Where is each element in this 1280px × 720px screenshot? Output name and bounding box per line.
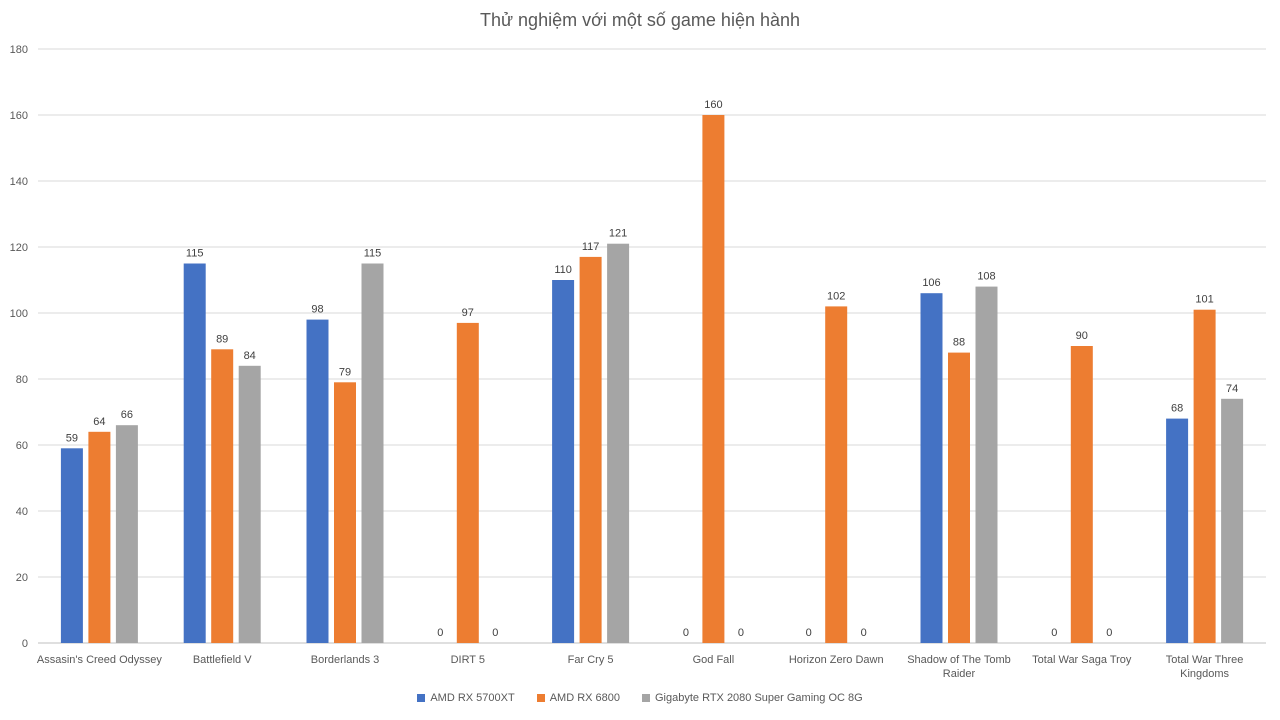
data-label: 108 bbox=[977, 271, 995, 283]
bar bbox=[238, 365, 261, 643]
legend-item: AMD RX 5700XT bbox=[417, 692, 515, 704]
y-tick-label: 60 bbox=[16, 440, 28, 452]
legend-swatch bbox=[536, 694, 545, 702]
legend: AMD RX 5700XT AMD RX 6800 Gigabyte RTX 208… bbox=[0, 692, 1280, 704]
data-label: 79 bbox=[339, 366, 351, 378]
data-label: 74 bbox=[1226, 383, 1238, 395]
y-tick-label: 140 bbox=[10, 176, 28, 188]
legend-item: AMD RX 6800 bbox=[536, 692, 620, 704]
legend-label: Gigabyte RTX 2080 Super Gaming OC 8G bbox=[655, 692, 863, 704]
y-tick-label: 100 bbox=[10, 308, 28, 320]
legend-swatch bbox=[642, 694, 650, 702]
y-tick-label: 80 bbox=[16, 374, 28, 386]
x-axis-ticks: Assasin's Creed Odyssey Battlefield V Bord… bbox=[37, 654, 1244, 680]
data-label: 0 bbox=[738, 627, 744, 639]
data-label: 59 bbox=[66, 432, 78, 444]
x-tick-label: Far Cry 5 bbox=[568, 654, 614, 666]
data-label: 121 bbox=[609, 228, 627, 240]
bar bbox=[60, 448, 83, 643]
data-labels: 59 64 66 115 89 84 98 79 115 0 97 0 110 117 121 0 160 0 0 1… bbox=[66, 99, 1238, 639]
y-tick-label: 180 bbox=[10, 44, 28, 56]
y-tick-label: 120 bbox=[10, 242, 28, 254]
data-label: 0 bbox=[1106, 627, 1112, 639]
bar bbox=[975, 286, 998, 643]
bar bbox=[115, 425, 138, 643]
data-label: 98 bbox=[311, 304, 323, 316]
bar bbox=[552, 280, 575, 643]
x-tick-label: Raider bbox=[943, 668, 976, 680]
x-tick-label: Shadow of The Tomb bbox=[907, 654, 1011, 666]
data-label: 102 bbox=[827, 290, 845, 302]
bar bbox=[702, 115, 725, 643]
y-tick-label: 160 bbox=[10, 110, 28, 122]
x-tick-label: Borderlands 3 bbox=[311, 654, 380, 666]
x-tick-label: Battlefield V bbox=[193, 654, 252, 666]
chart-title: Thử nghiệm với một số game hiện hành bbox=[479, 10, 801, 30]
data-label: 84 bbox=[244, 350, 256, 362]
bar bbox=[1193, 309, 1216, 643]
y-tick-label: 40 bbox=[16, 506, 28, 518]
legend-label: AMD RX 5700XT bbox=[430, 692, 515, 704]
data-label: 0 bbox=[1051, 627, 1057, 639]
x-tick-label: Horizon Zero Dawn bbox=[789, 654, 884, 666]
data-label: 0 bbox=[861, 627, 867, 639]
bar bbox=[334, 382, 356, 643]
x-tick-label: DIRT 5 bbox=[451, 654, 485, 666]
data-label: 0 bbox=[492, 627, 498, 639]
x-tick-label: Total War Saga Troy bbox=[1032, 654, 1132, 666]
data-label: 160 bbox=[704, 99, 722, 111]
legend-item: Gigabyte RTX 2080 Super Gaming OC 8G bbox=[642, 692, 863, 704]
data-label: 97 bbox=[462, 307, 474, 319]
data-label: 117 bbox=[582, 241, 600, 253]
data-label: 68 bbox=[1171, 403, 1183, 415]
gridlines bbox=[38, 48, 1266, 644]
bar bbox=[306, 319, 329, 643]
bar bbox=[948, 352, 970, 643]
x-tick-label: Total War Three bbox=[1166, 654, 1244, 666]
data-label: 106 bbox=[922, 277, 940, 289]
bars bbox=[60, 115, 1244, 643]
bar bbox=[825, 306, 848, 643]
bar bbox=[920, 293, 943, 643]
data-label: 66 bbox=[121, 409, 133, 421]
bar bbox=[579, 256, 602, 643]
bar bbox=[1166, 418, 1189, 643]
x-tick-label: Kingdoms bbox=[1180, 668, 1229, 680]
data-label: 0 bbox=[683, 627, 689, 639]
data-label: 110 bbox=[554, 264, 572, 276]
legend-label: AMD RX 6800 bbox=[549, 692, 620, 704]
bar bbox=[211, 349, 234, 643]
data-label: 115 bbox=[364, 248, 382, 260]
data-label: 0 bbox=[806, 627, 812, 639]
bar bbox=[456, 322, 479, 643]
bar bbox=[88, 431, 111, 643]
bar bbox=[1221, 398, 1244, 643]
x-tick-label: Assasin's Creed Odyssey bbox=[37, 654, 162, 666]
y-tick-label: 0 bbox=[22, 638, 28, 650]
data-label: 0 bbox=[437, 627, 443, 639]
data-label: 115 bbox=[186, 248, 204, 260]
bar bbox=[607, 243, 630, 643]
x-tick-label: God Fall bbox=[693, 654, 735, 666]
bar bbox=[361, 263, 384, 643]
bar bbox=[1070, 346, 1093, 643]
bar bbox=[183, 263, 206, 643]
data-label: 101 bbox=[1195, 294, 1213, 306]
legend-swatch bbox=[417, 694, 426, 702]
data-label: 88 bbox=[953, 337, 965, 349]
data-label: 90 bbox=[1076, 330, 1088, 342]
data-label: 64 bbox=[93, 416, 105, 428]
data-label: 89 bbox=[216, 333, 228, 345]
y-tick-label: 20 bbox=[16, 572, 28, 584]
y-axis-ticks: 0 20 40 60 80 100 120 140 160 180 bbox=[10, 44, 28, 650]
